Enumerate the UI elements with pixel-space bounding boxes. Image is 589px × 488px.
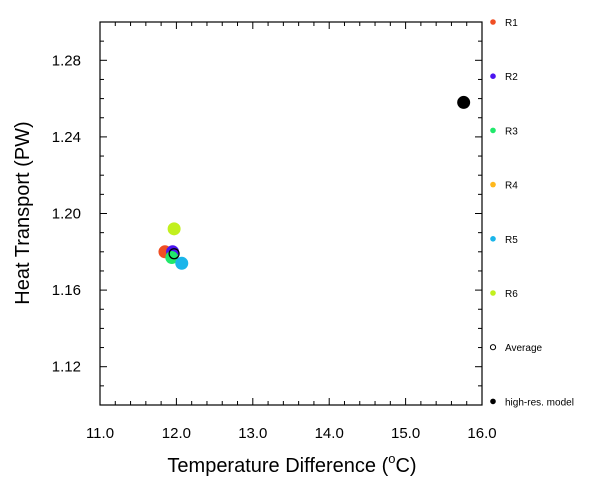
- y-tick-label: 1.12: [52, 359, 81, 376]
- legend-label-average: Average: [505, 343, 543, 354]
- x-tick-label: 15.0: [391, 425, 420, 442]
- legend-marker-r4: [490, 181, 496, 188]
- x-axis-title-suffix: C): [395, 455, 416, 477]
- legend-marker-r6: [490, 290, 496, 296]
- axis-ticks: [99, 21, 483, 406]
- point-average: [168, 248, 180, 260]
- data-points: [158, 95, 471, 270]
- legend-marker-r3: [490, 127, 496, 134]
- x-tick-label: 11.0: [86, 425, 114, 442]
- legend: R1 R2 R3 R4 R5 R6 Average high-res. model: [489, 18, 574, 408]
- legend-label-r2: R2: [505, 72, 518, 83]
- legend-marker-r2: [490, 73, 496, 79]
- y-axis-title: Heat Transport (PW): [12, 121, 34, 304]
- y-tick-label: 1.20: [52, 206, 81, 223]
- x-axis-title-main: Temperature Difference (: [167, 455, 388, 477]
- x-tick-label: 14.0: [315, 425, 344, 442]
- x-tick-label: 13.0: [238, 425, 267, 442]
- y-tick-labels: 1.12 1.16 1.20 1.24 1.28: [52, 52, 81, 375]
- x-tick-labels: 11.0 12.0 13.0 14.0 15.0 16.0: [86, 425, 497, 442]
- legend-marker-average: [489, 344, 497, 351]
- legend-label-r1: R1: [505, 18, 518, 29]
- point-high-res-model: [457, 95, 471, 109]
- legend-label-r6: R6: [505, 289, 518, 300]
- legend-label-high-res-model: high-res. model: [505, 397, 574, 408]
- x-tick-label: 12.0: [162, 425, 191, 442]
- x-axis-title-superscript: o: [388, 451, 395, 466]
- legend-label-r3: R3: [505, 126, 518, 137]
- x-tick-label: 16.0: [467, 425, 496, 442]
- legend-marker-r1: [490, 19, 496, 25]
- plot-frame: [99, 21, 483, 406]
- y-tick-label: 1.24: [52, 129, 81, 146]
- point-r6: [167, 222, 181, 236]
- x-axis-title: Temperature Difference (oC): [167, 451, 416, 477]
- point-r5: [175, 256, 189, 270]
- plot-area: [99, 21, 483, 406]
- y-tick-label: 1.28: [52, 52, 81, 69]
- legend-marker-high-res-model: [490, 398, 496, 405]
- legend-label-r5: R5: [505, 235, 518, 246]
- y-tick-label: 1.16: [52, 282, 81, 299]
- legend-label-r4: R4: [505, 181, 518, 192]
- legend-marker-r5: [490, 236, 496, 242]
